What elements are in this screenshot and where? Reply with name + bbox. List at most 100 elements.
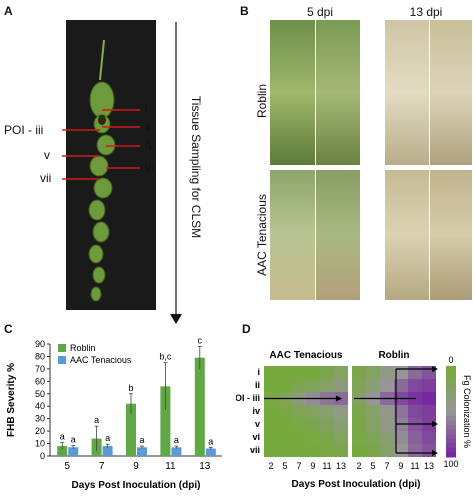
heatmap-cell bbox=[352, 379, 366, 392]
label-v: v bbox=[44, 148, 50, 162]
photo-roblin-5dpi-a bbox=[270, 20, 315, 165]
heatmap-cell bbox=[278, 444, 292, 457]
heatmap-cell bbox=[306, 418, 320, 431]
heatmap-cell bbox=[422, 405, 436, 418]
row-label: POI - iii bbox=[236, 393, 260, 403]
heatmap-cell bbox=[264, 366, 278, 379]
y-axis-title: FHB Severity % bbox=[6, 363, 17, 437]
row-label: vi bbox=[252, 432, 260, 442]
significance-letter: a bbox=[174, 435, 179, 445]
heatmap-cell bbox=[334, 405, 348, 418]
heatmap-cell bbox=[366, 431, 380, 444]
row-label: vii bbox=[250, 445, 260, 455]
label-poi-iii: POI - iii bbox=[4, 123, 44, 137]
heatmap-cell bbox=[380, 418, 394, 431]
panel-a-annotations bbox=[62, 22, 182, 324]
wheat-spike-image bbox=[66, 20, 156, 310]
heatmap-cell bbox=[264, 379, 278, 392]
heatmap-cell bbox=[352, 444, 366, 457]
colorbar-tick: 100 bbox=[443, 459, 458, 469]
y-tick-label: 30 bbox=[35, 414, 45, 424]
heatmap-cell bbox=[292, 431, 306, 444]
heatmap-cell bbox=[422, 379, 436, 392]
colorbar-segment bbox=[446, 416, 456, 422]
colorbar-segment bbox=[446, 397, 456, 403]
y-tick-label: 0 bbox=[40, 451, 45, 461]
legend-label: AAC Tenacious bbox=[70, 355, 132, 365]
x-tick-label: 7 bbox=[296, 461, 301, 471]
heatmap-cell bbox=[380, 431, 394, 444]
heatmap-title: AAC Tenacious bbox=[269, 350, 343, 361]
heatmap-cell bbox=[292, 418, 306, 431]
significance-letter: b bbox=[128, 383, 133, 393]
heatmap-cell bbox=[264, 405, 278, 418]
colorbar-segment bbox=[446, 370, 456, 376]
x-tick-label: 13 bbox=[199, 461, 211, 472]
y-tick-label: 90 bbox=[35, 339, 45, 349]
heatmap-cell bbox=[352, 418, 366, 431]
bar-roblin bbox=[160, 386, 171, 456]
photo-roblin-13dpi-a bbox=[385, 20, 429, 165]
heatmap-title: Roblin bbox=[378, 350, 409, 361]
colorbar-segment bbox=[446, 393, 456, 399]
colorbar-segment bbox=[446, 429, 456, 435]
heatmap-cell bbox=[334, 366, 348, 379]
heatmap-cell bbox=[366, 366, 380, 379]
row-label-aac-tenacious: AAC Tenacious bbox=[255, 194, 269, 276]
heatmap-cell bbox=[366, 444, 380, 457]
heatmap-cell bbox=[306, 444, 320, 457]
heatmap-cell bbox=[334, 418, 348, 431]
colorbar-segment bbox=[446, 447, 456, 453]
heatmap-cell bbox=[366, 405, 380, 418]
heatmap-cell bbox=[394, 379, 408, 392]
heatmap-cell bbox=[292, 379, 306, 392]
bar-roblin bbox=[194, 357, 205, 456]
arrow-head bbox=[432, 421, 438, 427]
colorbar-segment bbox=[446, 443, 456, 449]
y-tick-label: 80 bbox=[35, 351, 45, 361]
panel-d-label: D bbox=[242, 322, 251, 336]
x-axis-title: Days Post Inoculation (dpi) bbox=[292, 479, 421, 490]
heatmap-cell bbox=[422, 392, 436, 405]
significance-letter: a bbox=[208, 436, 213, 446]
colorbar-segment bbox=[446, 379, 456, 385]
colorbar-segment bbox=[446, 402, 456, 408]
heatmap-cell bbox=[380, 366, 394, 379]
significance-letter: a bbox=[94, 415, 99, 425]
heatmap-cell bbox=[320, 418, 334, 431]
photo-tenacious-13dpi-a bbox=[385, 170, 429, 300]
label-i: i bbox=[145, 101, 148, 115]
photo-roblin-13dpi-b bbox=[430, 20, 472, 165]
heatmap-cell bbox=[394, 444, 408, 457]
label-vi: vi bbox=[145, 160, 154, 174]
arrow-head bbox=[336, 395, 342, 402]
heatmap-cell bbox=[292, 366, 306, 379]
y-tick-label: 20 bbox=[35, 426, 45, 436]
x-tick-label: 7 bbox=[99, 461, 105, 472]
photo-tenacious-5dpi-b bbox=[316, 170, 360, 300]
col-header-13dpi: 13 dpi bbox=[409, 5, 443, 19]
heatmap-cell bbox=[408, 431, 422, 444]
y-tick-label: 40 bbox=[35, 401, 45, 411]
bar-aac-tenacious bbox=[171, 447, 182, 456]
y-tick-label: 70 bbox=[35, 364, 45, 374]
arrow-head bbox=[432, 450, 438, 456]
colorbar-segment bbox=[446, 366, 456, 372]
heatmap-cell bbox=[320, 366, 334, 379]
colorbar-segment bbox=[446, 375, 456, 381]
heatmap-cell bbox=[306, 431, 320, 444]
colorbar-segment bbox=[446, 384, 456, 390]
colorbar-segment bbox=[446, 452, 456, 458]
colorbar-segment bbox=[446, 406, 456, 412]
colorbar-segment bbox=[446, 425, 456, 431]
bar-aac-tenacious bbox=[102, 446, 113, 456]
photo-roblin-5dpi-b bbox=[316, 20, 360, 165]
heatmap-cell bbox=[278, 366, 292, 379]
x-tick-label: 5 bbox=[282, 461, 287, 471]
x-tick-label: 2 bbox=[268, 461, 273, 471]
colorbar-segment bbox=[446, 411, 456, 417]
heatmap-cell bbox=[380, 379, 394, 392]
heatmap-cell bbox=[366, 379, 380, 392]
heatmap-cell bbox=[352, 431, 366, 444]
